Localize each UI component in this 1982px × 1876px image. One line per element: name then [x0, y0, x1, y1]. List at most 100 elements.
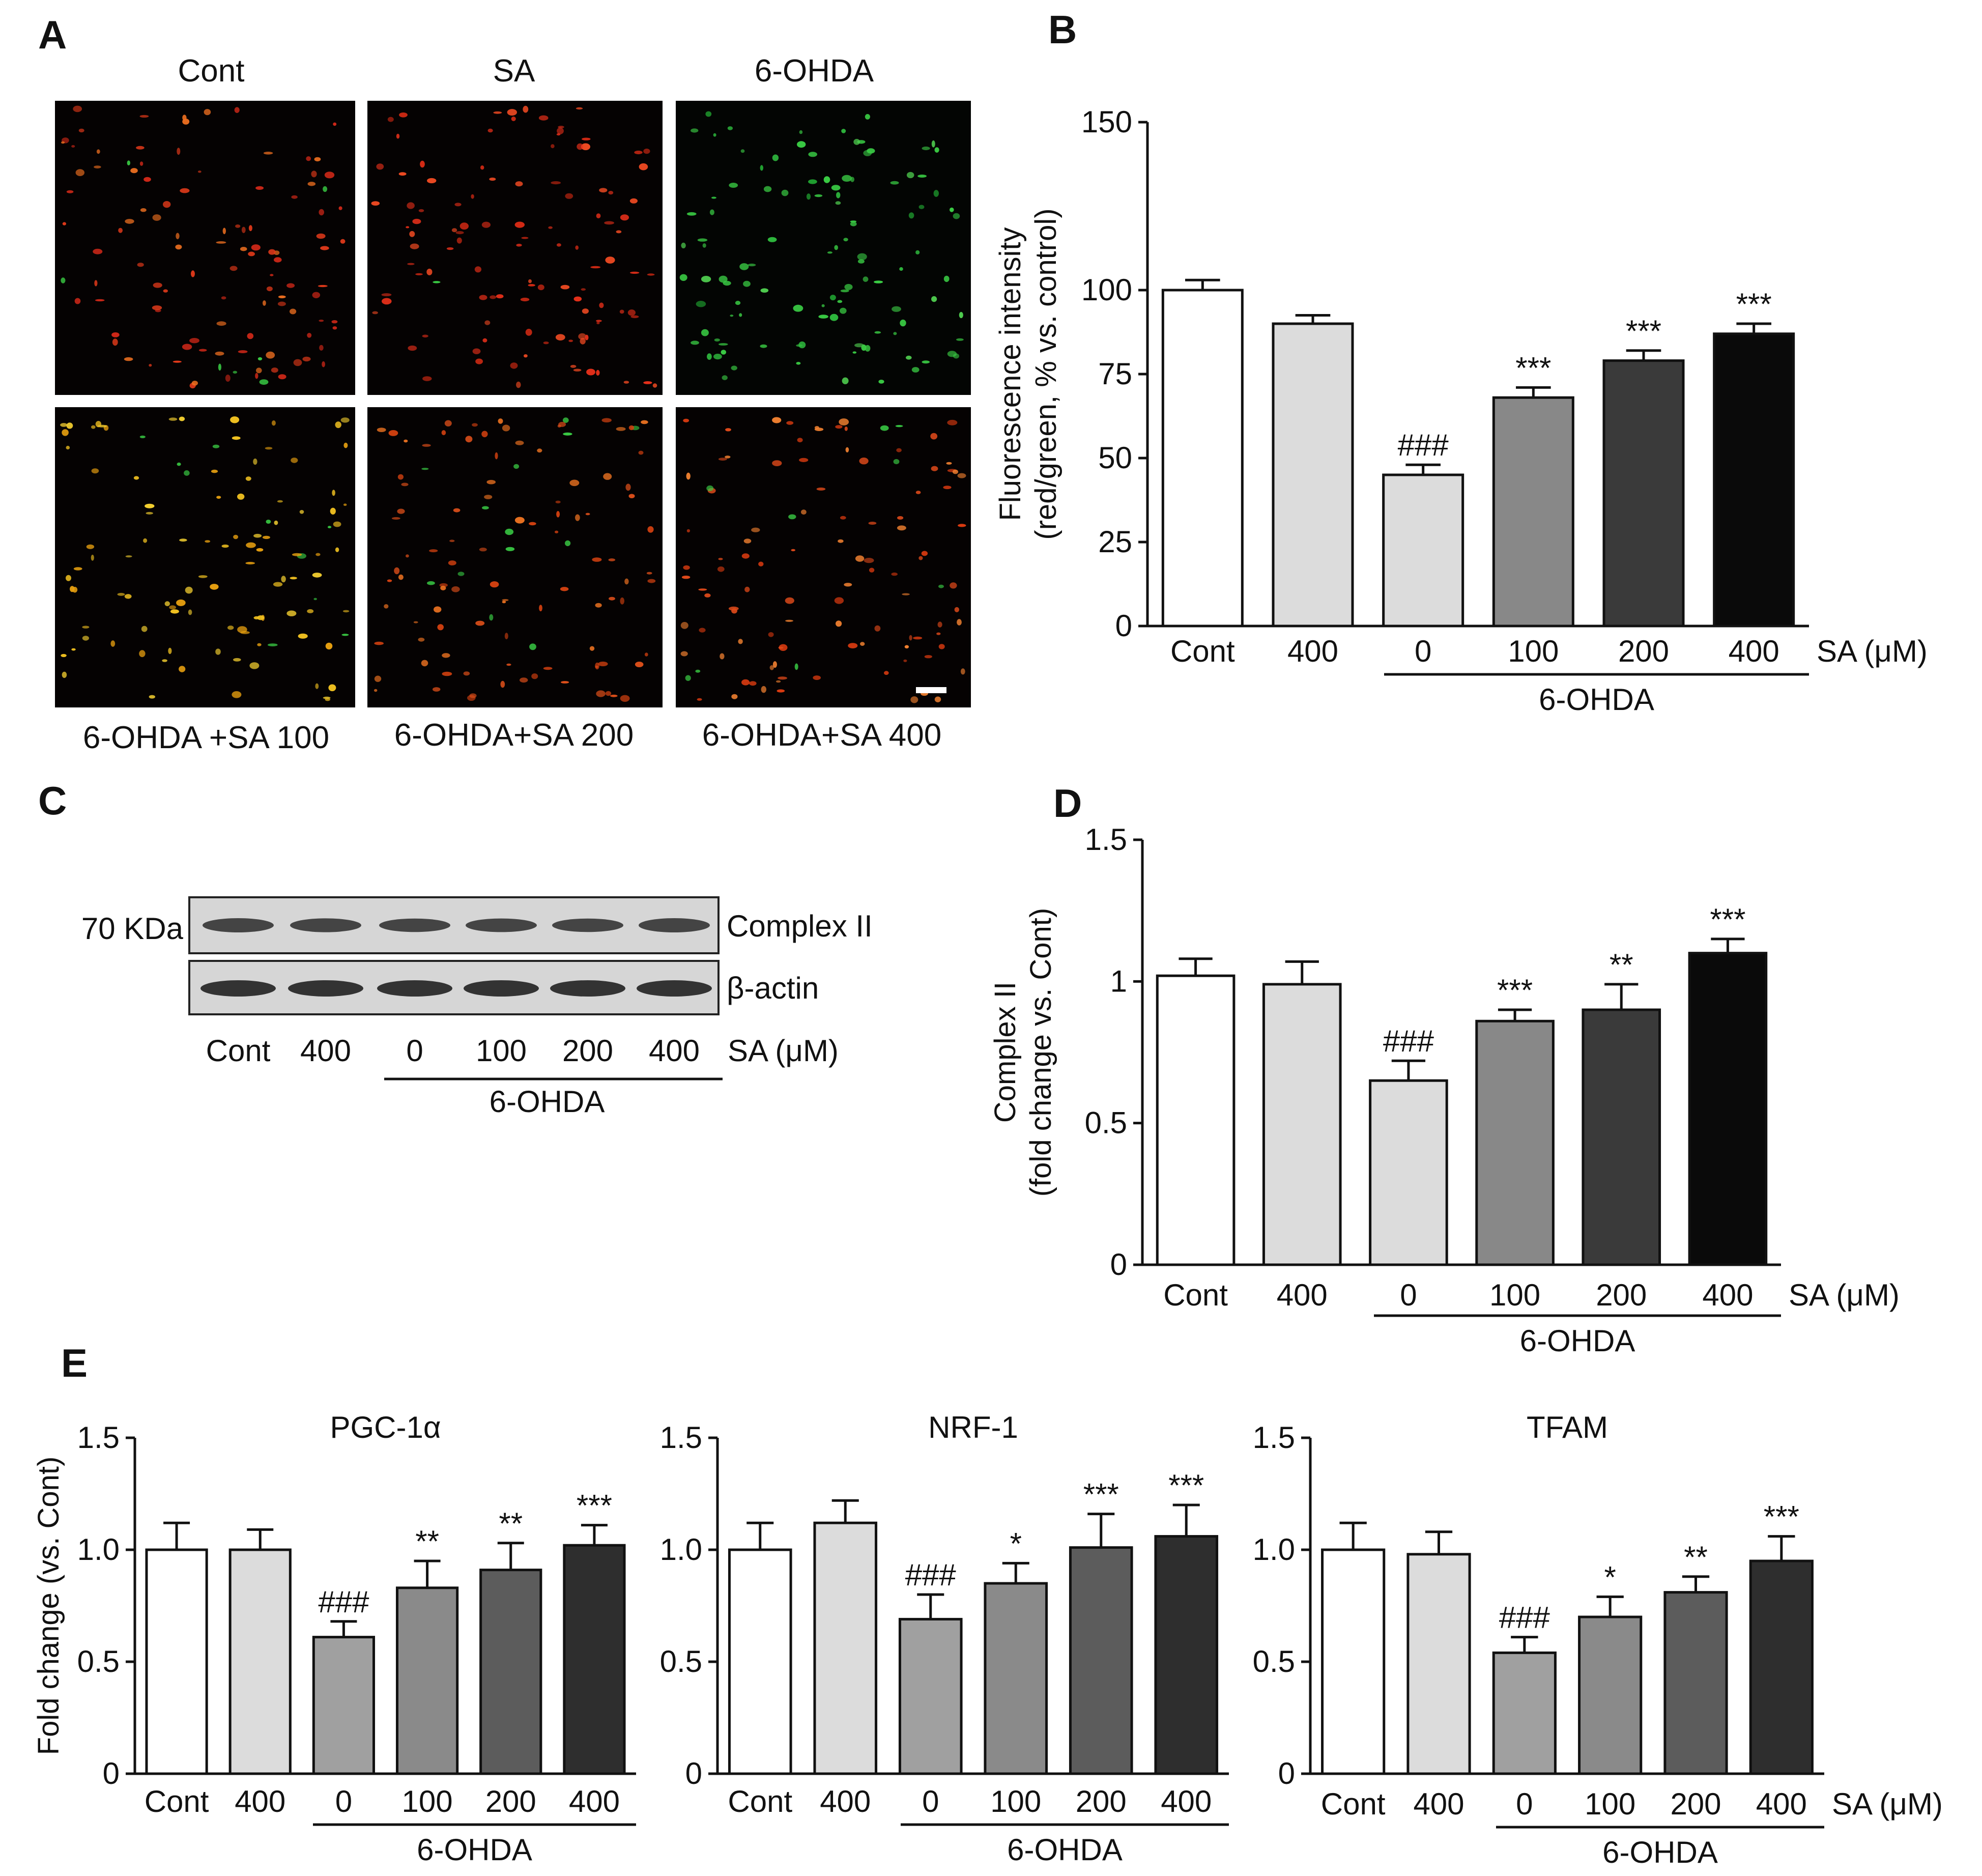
speckle	[619, 309, 624, 314]
bar	[1663, 1591, 1728, 1775]
speckle	[412, 218, 421, 224]
bar	[813, 1521, 878, 1775]
speckle	[266, 520, 271, 524]
speckle	[482, 338, 487, 343]
speckle	[229, 266, 238, 271]
speckle	[316, 233, 326, 239]
speckle	[286, 283, 295, 288]
speckle	[72, 587, 78, 593]
category-label: 200	[1670, 1787, 1721, 1821]
speckle	[249, 662, 260, 669]
speckle	[852, 351, 857, 354]
speckle	[520, 297, 530, 302]
y-tick-label: 100	[1081, 273, 1132, 307]
speckle	[184, 470, 190, 476]
y-axis-label: (fold change vs. Cont)	[1024, 908, 1057, 1197]
speckle	[515, 181, 523, 187]
speckle	[139, 435, 146, 439]
speckle	[306, 156, 311, 161]
speckle	[697, 698, 702, 701]
significance-label: ***	[1764, 1500, 1799, 1534]
x-unit-label: SA (μM)	[1789, 1278, 1900, 1312]
speckle	[845, 447, 849, 452]
speckle	[924, 655, 932, 659]
speckle	[644, 652, 648, 657]
speckle	[844, 427, 848, 431]
speckle	[834, 245, 838, 250]
micrograph-speckles	[60, 105, 966, 703]
speckle	[248, 225, 252, 232]
speckle	[277, 301, 286, 306]
speckle	[578, 333, 587, 340]
speckle	[505, 547, 515, 551]
speckle	[863, 150, 872, 156]
speckle	[245, 562, 255, 564]
speckle	[841, 129, 846, 133]
speckle	[330, 507, 336, 515]
y-tick-label: 0	[1110, 1247, 1127, 1282]
y-axis-label: Complex II	[989, 982, 1022, 1123]
speckle	[456, 237, 462, 244]
speckle	[680, 651, 688, 657]
speckle	[455, 231, 464, 235]
panel-letter-d: D	[1053, 781, 1082, 826]
lane-label: 100	[476, 1034, 527, 1068]
speckle	[394, 567, 400, 575]
speckle	[290, 577, 297, 580]
speckle	[274, 257, 282, 263]
speckle	[560, 587, 569, 591]
speckle	[620, 597, 624, 605]
speckle	[343, 442, 348, 448]
speckle	[418, 637, 425, 642]
speckle	[471, 194, 474, 199]
speckle	[643, 149, 650, 154]
speckle	[616, 230, 622, 234]
speckle	[513, 464, 520, 469]
significance-label: ***	[1515, 351, 1551, 385]
speckle	[440, 585, 446, 590]
speckle	[808, 152, 817, 157]
speckle	[829, 314, 839, 321]
speckle	[758, 561, 764, 566]
speckle	[94, 165, 101, 168]
speckle	[93, 248, 103, 254]
y-tick-label: 0	[685, 1756, 702, 1790]
speckle	[331, 320, 338, 324]
speckle	[484, 495, 493, 499]
image-label-6ohda-sa100: 6-OHDA +SA 100	[83, 720, 329, 755]
speckle	[707, 353, 712, 360]
speckle	[338, 206, 342, 210]
speckle	[767, 237, 777, 242]
speckle	[263, 152, 273, 155]
speckle	[408, 345, 417, 351]
speckle	[291, 195, 298, 199]
bar	[145, 1548, 208, 1775]
group-label: 6-OHDA	[490, 1085, 605, 1119]
image-label-6ohda: 6-OHDA	[755, 53, 874, 89]
speckle	[596, 320, 602, 322]
speckle	[917, 175, 927, 178]
bar	[1749, 1559, 1814, 1775]
category-label: 400	[1277, 1278, 1328, 1312]
category-label: 400	[1756, 1787, 1807, 1821]
speckle	[629, 198, 638, 204]
speckle	[449, 539, 455, 542]
significance-label: **	[1684, 1540, 1708, 1574]
speckle	[168, 417, 178, 421]
speckle	[133, 476, 139, 480]
speckle	[61, 653, 67, 658]
speckle	[899, 267, 903, 271]
speckle	[781, 189, 789, 196]
speckle	[299, 510, 304, 514]
speckle	[834, 597, 844, 604]
y-axis-label: Fluorescence intensity	[994, 227, 1027, 521]
speckle	[601, 418, 612, 422]
speckle	[340, 417, 350, 423]
speckle	[585, 334, 589, 340]
speckle	[691, 128, 699, 133]
speckle	[539, 605, 542, 612]
speckle	[248, 251, 255, 257]
speckle	[797, 438, 803, 443]
speckle	[638, 450, 644, 455]
speckle	[749, 681, 757, 686]
